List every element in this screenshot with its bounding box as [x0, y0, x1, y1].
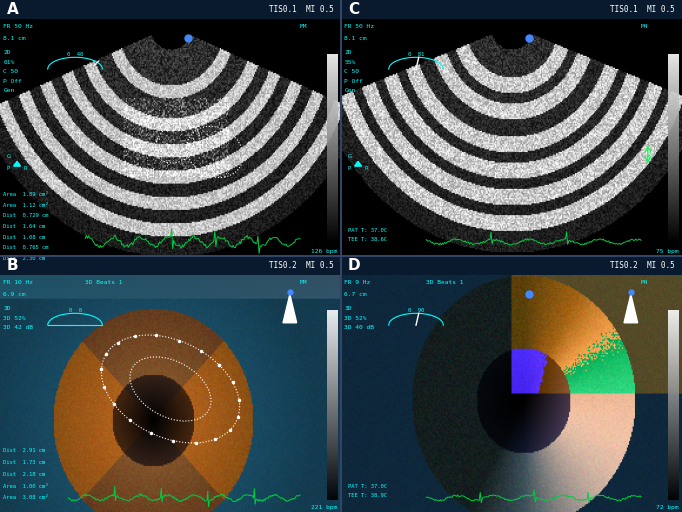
Text: Area  1.12 cm²: Area 1.12 cm²	[3, 203, 49, 208]
Text: 3D: 3D	[3, 306, 11, 311]
Text: 72 bpm: 72 bpm	[656, 505, 679, 509]
Text: 0  81: 0 81	[408, 52, 424, 57]
Text: 221 bpm: 221 bpm	[312, 505, 338, 509]
Text: Dist  0.729 cm: Dist 0.729 cm	[3, 214, 49, 219]
Text: MM: MM	[299, 24, 307, 29]
Text: FR 50 Hz: FR 50 Hz	[344, 24, 374, 29]
Text: P: P	[348, 166, 351, 171]
Text: PAT T: 37.0C: PAT T: 37.0C	[348, 228, 387, 232]
Text: D: D	[348, 258, 361, 273]
Text: 75 bpm: 75 bpm	[656, 249, 679, 253]
Text: C: C	[348, 2, 359, 17]
Text: C 50: C 50	[3, 69, 18, 74]
Text: Area  1.89 cm²: Area 1.89 cm²	[3, 192, 49, 197]
Text: 126 bpm: 126 bpm	[312, 249, 338, 253]
Text: 3D 40 dB: 3D 40 dB	[344, 325, 374, 330]
Text: P: P	[7, 166, 10, 171]
Text: Area  3.08 cm²: Area 3.08 cm²	[3, 496, 49, 500]
Polygon shape	[14, 161, 20, 166]
Text: 0  40: 0 40	[67, 52, 83, 57]
Text: MM: MM	[299, 280, 307, 285]
Text: 2D: 2D	[3, 50, 11, 55]
Text: M4: M4	[640, 24, 648, 29]
Text: P Off: P Off	[344, 78, 363, 83]
Text: Dist  2.18 cm: Dist 2.18 cm	[3, 472, 46, 477]
Polygon shape	[624, 294, 638, 323]
Text: Dist  1.73 cm: Dist 1.73 cm	[3, 460, 46, 465]
Text: 3D Beats 1: 3D Beats 1	[426, 280, 464, 285]
Text: Dist  2.30 cm: Dist 2.30 cm	[3, 256, 46, 261]
Text: 8.1 cm: 8.1 cm	[3, 36, 26, 41]
Text: FR 50 Hz: FR 50 Hz	[3, 24, 33, 29]
Text: TIS0.2  MI 0.5: TIS0.2 MI 0.5	[610, 261, 675, 270]
Text: 8.1 cm: 8.1 cm	[344, 36, 367, 41]
Text: 6.9 cm: 6.9 cm	[3, 292, 26, 297]
Text: Gen: Gen	[3, 88, 14, 93]
Text: 6.7 cm: 6.7 cm	[344, 292, 367, 297]
Text: R: R	[365, 166, 368, 171]
Polygon shape	[355, 161, 361, 166]
Text: PAT T: 37.0C: PAT T: 37.0C	[348, 484, 387, 488]
Text: Dist  2.91 cm: Dist 2.91 cm	[3, 448, 46, 453]
Text: 0  90: 0 90	[408, 308, 424, 313]
Text: Gen: Gen	[344, 88, 355, 93]
Text: 0  0: 0 0	[68, 308, 82, 313]
Text: R: R	[24, 166, 27, 171]
Text: P Off: P Off	[3, 78, 22, 83]
Text: Area  1.00 cm²: Area 1.00 cm²	[3, 484, 49, 488]
Text: FR 10 Hz: FR 10 Hz	[3, 280, 33, 285]
Text: TIS0.2  MI 0.5: TIS0.2 MI 0.5	[269, 261, 334, 270]
Text: G: G	[348, 154, 352, 159]
Text: 2D: 2D	[344, 50, 352, 55]
Text: FR 9 Hz: FR 9 Hz	[344, 280, 370, 285]
Text: TIS0.1  MI 0.5: TIS0.1 MI 0.5	[610, 5, 675, 14]
Text: Dist  1.64 cm: Dist 1.64 cm	[3, 224, 46, 229]
Text: TEE T: 38.6C: TEE T: 38.6C	[348, 237, 387, 242]
Text: B: B	[7, 258, 18, 273]
Text: G: G	[7, 154, 11, 159]
Text: M4: M4	[640, 280, 648, 285]
Text: Dist  0.765 cm: Dist 0.765 cm	[3, 245, 49, 250]
Text: 55%: 55%	[344, 60, 355, 65]
Text: A: A	[7, 2, 18, 17]
Text: 61%: 61%	[3, 60, 14, 65]
Text: 3D Beats 1: 3D Beats 1	[85, 280, 123, 285]
Text: TIS0.1  MI 0.5: TIS0.1 MI 0.5	[269, 5, 334, 14]
Text: 3D 52%: 3D 52%	[3, 316, 26, 321]
Polygon shape	[283, 294, 297, 323]
Text: Dist  1.08 cm: Dist 1.08 cm	[3, 234, 46, 240]
Text: 3D 42 dB: 3D 42 dB	[3, 325, 33, 330]
Text: 3D 52%: 3D 52%	[344, 316, 367, 321]
Text: C 50: C 50	[344, 69, 359, 74]
Text: 3D: 3D	[344, 306, 352, 311]
Text: TEE T: 38.9C: TEE T: 38.9C	[348, 493, 387, 498]
